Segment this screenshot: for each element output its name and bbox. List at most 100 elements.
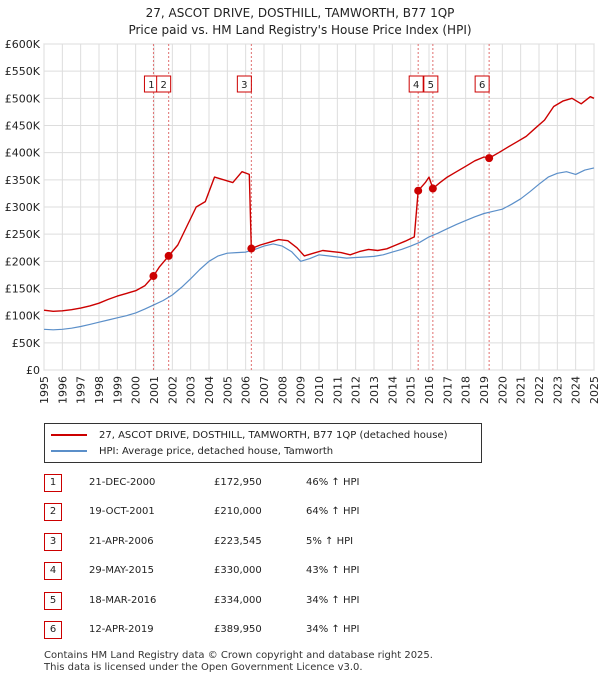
y-tick-label: £250K: [5, 228, 41, 241]
sale-point: [414, 186, 423, 195]
sale-point: [149, 272, 158, 281]
sale-marker-box: [156, 75, 172, 93]
x-tick-label: 2013: [368, 376, 381, 404]
sale-hpi-diff: 34% ↑ HPI: [306, 623, 360, 635]
y-tick-label: £450K: [5, 120, 41, 133]
y-tick-label: £600K: [5, 38, 41, 51]
x-tick-label: 2001: [148, 376, 161, 404]
x-tick-label: 2006: [240, 376, 253, 404]
chart-title: 27, ASCOT DRIVE, DOSTHILL, TAMWORTH, B77…: [0, 5, 600, 39]
series-layer: [43, 96, 595, 331]
footer-attribution: Contains HM Land Registry data © Crown c…: [44, 650, 433, 673]
x-tick-label: 2002: [166, 376, 179, 404]
x-tick-label: 2010: [313, 376, 326, 404]
x-tick-label: 2020: [496, 376, 509, 404]
x-tick-label: 1996: [56, 376, 69, 404]
sale-date: 19-OCT-2001: [89, 506, 155, 518]
sale-marker-label: 1: [148, 80, 154, 91]
sale-row: 6 12-APR-2019 £389,950 34% ↑ HPI: [44, 617, 464, 646]
sale-hpi-diff: 43% ↑ HPI: [306, 565, 360, 577]
sale-price: £389,950: [214, 623, 262, 635]
sale-price: £334,000: [214, 594, 262, 606]
sale-point: [164, 251, 173, 260]
sales-table: 1 21-DEC-2000 £172,950 46% ↑ HPI 2 19-OC…: [44, 470, 464, 646]
sale-date: 12-APR-2019: [89, 623, 154, 635]
sale-marker-label: 2: [160, 80, 166, 91]
sale-price: £330,000: [214, 565, 262, 577]
legend-swatch-property: [51, 434, 87, 436]
x-tick-label: 2018: [460, 376, 473, 404]
legend-label-property: 27, ASCOT DRIVE, DOSTHILL, TAMWORTH, B77…: [99, 429, 448, 441]
sale-marker-box: [474, 75, 490, 93]
x-tick-label: 2000: [130, 376, 143, 404]
x-tick-label: 2024: [570, 376, 583, 404]
x-tick-label: 2015: [405, 376, 418, 404]
sale-hpi-diff: 34% ↑ HPI: [306, 594, 360, 606]
legend: 27, ASCOT DRIVE, DOSTHILL, TAMWORTH, B77…: [44, 423, 482, 463]
sale-date: 18-MAR-2016: [89, 594, 157, 606]
series-line-hpi: [43, 167, 595, 331]
sale-date: 29-MAY-2015: [89, 565, 155, 577]
y-tick-label: £550K: [5, 65, 41, 78]
sale-price: £223,545: [214, 535, 262, 547]
sale-marker-box: [236, 75, 252, 93]
sale-price: £210,000: [214, 506, 262, 518]
x-tick-label: 2007: [258, 376, 271, 404]
x-tick-label: 2003: [185, 376, 198, 404]
sale-hpi-diff: 5% ↑ HPI: [306, 535, 354, 547]
x-tick-label: 2014: [386, 376, 399, 404]
sale-marker-box: [408, 75, 424, 93]
sale-marker-label: 5: [428, 80, 434, 91]
x-tick-label: 2009: [295, 376, 308, 404]
sale-row: 1 21-DEC-2000 £172,950 46% ↑ HPI: [44, 470, 464, 499]
x-tick-label: 2019: [478, 376, 491, 404]
sale-row: 3 21-APR-2006 £223,545 5% ↑ HPI: [44, 529, 464, 558]
x-tick-label: 2017: [441, 376, 454, 404]
sale-marker-box: [423, 75, 439, 93]
y-tick-label: £300K: [5, 201, 41, 214]
x-tick-label: 2021: [515, 376, 528, 404]
x-tick-label: 2016: [423, 376, 436, 404]
x-tick-label: 1997: [75, 376, 88, 404]
x-tick-label: 1998: [93, 376, 106, 404]
legend-label-hpi: HPI: Average price, detached house, Tamw…: [99, 445, 334, 457]
x-tick-label: 2023: [551, 376, 564, 404]
y-tick-label: £500K: [5, 92, 41, 105]
y-tick-label: £400K: [5, 147, 41, 160]
sale-number: 3: [44, 532, 62, 551]
sale-date: 21-DEC-2000: [89, 477, 156, 488]
sale-row: 2 19-OCT-2001 £210,000 64% ↑ HPI: [44, 499, 464, 528]
sale-point: [428, 184, 437, 193]
sale-number: 2: [44, 503, 62, 522]
series-line-property: [43, 96, 595, 312]
sale-price: £172,950: [214, 477, 262, 488]
y-tick-label: £200K: [5, 255, 41, 268]
sale-marker-label: 3: [241, 80, 247, 91]
x-tick-label: 2022: [533, 376, 546, 404]
x-tick-label: 2011: [331, 376, 344, 404]
sale-point: [247, 244, 256, 253]
sale-number: 6: [44, 620, 62, 639]
sale-row: 4 29-MAY-2015 £330,000 43% ↑ HPI: [44, 558, 464, 587]
price-chart: £0 £50K £100K £150K £200K £250K £300K £350K £400…: [5, 38, 600, 404]
x-tick-label: 1999: [111, 376, 124, 404]
sale-number: 1: [44, 474, 62, 492]
x-tick-label: 1995: [38, 376, 51, 404]
y-tick-label: £150K: [5, 283, 41, 296]
x-tick-label: 2012: [350, 376, 363, 404]
title-line-2: Price paid vs. HM Land Registry's House …: [128, 23, 472, 37]
x-tick-label: 2025: [588, 376, 600, 404]
sale-marker-label: 4: [413, 80, 419, 91]
legend-swatch-hpi: [51, 450, 87, 452]
y-tick-label: £100K: [5, 310, 41, 323]
footer-line-2: This data is licensed under the Open Gov…: [44, 661, 363, 673]
legend-item-hpi: HPI: Average price, detached house, Tamw…: [51, 443, 333, 459]
sale-hpi-diff: 46% ↑ HPI: [306, 477, 360, 488]
x-tick-label: 2008: [276, 376, 289, 404]
sale-row: 5 18-MAR-2016 £334,000 34% ↑ HPI: [44, 588, 464, 617]
y-tick-label: £350K: [5, 174, 41, 187]
sale-hpi-diff: 64% ↑ HPI: [306, 506, 360, 518]
sale-number: 5: [44, 591, 62, 610]
sale-point: [485, 154, 494, 163]
